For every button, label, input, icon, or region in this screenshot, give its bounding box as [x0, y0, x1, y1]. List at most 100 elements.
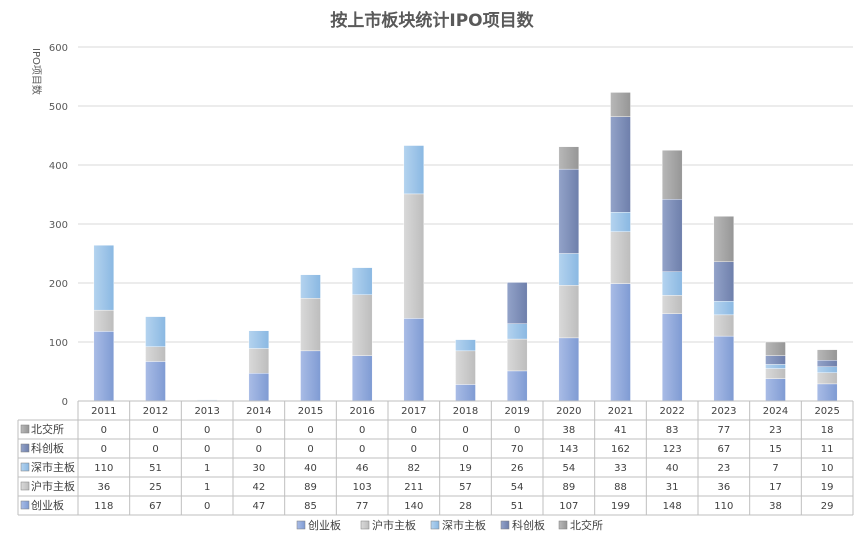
table-cell: 31 — [666, 482, 679, 493]
table-cell: 33 — [614, 463, 627, 474]
bar-segment — [506, 323, 528, 340]
table-cell: 23 — [769, 425, 782, 436]
bar-segment — [713, 335, 735, 402]
table-cell: 30 — [252, 463, 265, 474]
bar-segment — [455, 350, 476, 385]
x-tick-label: 2022 — [659, 406, 684, 417]
table-cell: 89 — [304, 482, 317, 493]
bar-segment — [403, 318, 425, 402]
table-legend-key — [20, 424, 30, 434]
table-row-label: 沪市主板 — [31, 479, 75, 493]
table-cell: 1 — [204, 482, 210, 493]
legend-label: 创业板 — [308, 518, 341, 532]
table-cell: 10 — [821, 463, 834, 474]
y-tick-label: 600 — [49, 43, 68, 54]
x-tick-label: 2023 — [711, 406, 736, 417]
x-tick-label: 2015 — [298, 406, 323, 417]
legend-label: 科创板 — [512, 518, 545, 532]
bars — [93, 92, 838, 402]
y-tick-label: 500 — [49, 102, 68, 113]
bar-segment — [196, 399, 218, 401]
bar-segment — [713, 314, 735, 337]
x-tick-label: 2014 — [246, 406, 271, 417]
table-cell: 0 — [307, 444, 313, 455]
table-cell: 11 — [821, 444, 834, 455]
bar-segment — [506, 370, 528, 402]
table-cell: 57 — [459, 482, 472, 493]
legend-swatch — [296, 520, 306, 530]
table-cell: 26 — [511, 463, 524, 474]
bar-segment — [145, 361, 166, 402]
bar-segment — [300, 274, 321, 299]
table-cell: 25 — [149, 482, 162, 493]
bar-segment — [93, 331, 115, 402]
x-tick-label: 2017 — [401, 406, 426, 417]
table-cell: 123 — [663, 444, 682, 455]
bar-segment — [610, 92, 631, 117]
bar-segment — [713, 261, 735, 302]
table-cell: 83 — [666, 425, 679, 436]
bar-segment — [455, 384, 476, 402]
table-cell: 0 — [514, 425, 520, 436]
table-cell: 42 — [252, 482, 265, 493]
table-cell: 143 — [559, 444, 578, 455]
data-table: 2011 2012 2013 2014 2015 2016 2017 2018 2019 2020… — [17, 400, 854, 516]
bar-segment — [558, 146, 580, 170]
y-tick-label: 400 — [49, 161, 68, 172]
x-tick-label: 2019 — [504, 406, 529, 417]
table-cell: 199 — [611, 501, 630, 512]
table-row-label: 北交所 — [31, 422, 64, 436]
bar-segment — [300, 298, 321, 352]
table-cell: 40 — [304, 463, 317, 474]
table-cell: 18 — [821, 425, 834, 436]
table-cell: 0 — [307, 425, 313, 436]
table-cell: 0 — [256, 444, 262, 455]
bar-segment — [558, 253, 580, 286]
table-cell: 0 — [204, 444, 210, 455]
table-cell: 0 — [462, 444, 468, 455]
table-cell: 89 — [562, 482, 575, 493]
y-tick-label: 200 — [49, 279, 68, 290]
table-cell: 77 — [717, 425, 730, 436]
bar-segment — [248, 348, 270, 374]
table-cell: 23 — [717, 463, 730, 474]
bar-segment — [145, 346, 166, 362]
table-cell: 51 — [511, 501, 524, 512]
legend-swatch — [558, 520, 568, 530]
x-tick-label: 2025 — [814, 406, 839, 417]
legend-label: 深市主板 — [442, 518, 486, 532]
table-cell: 17 — [769, 482, 782, 493]
bar-segment — [506, 282, 528, 324]
table-cell: 0 — [152, 444, 158, 455]
bar-segment — [713, 301, 735, 316]
y-tick-label: 300 — [49, 220, 68, 231]
table-legend-key — [20, 462, 30, 472]
bar-segment — [351, 267, 373, 296]
table-cell: 1 — [204, 463, 210, 474]
bar-segment — [661, 150, 683, 200]
gridlines — [78, 46, 853, 402]
table-cell: 36 — [97, 482, 110, 493]
table-cell: 0 — [204, 501, 210, 512]
x-tick-label: 2012 — [143, 406, 168, 417]
table-cell: 0 — [101, 444, 107, 455]
table-cell: 103 — [353, 482, 372, 493]
table-cell: 19 — [459, 463, 472, 474]
bar-segment — [351, 355, 373, 402]
bar-segment — [816, 349, 838, 361]
bar-segment — [248, 373, 270, 402]
bar-segment — [145, 316, 166, 347]
bar-segment — [403, 193, 425, 319]
bar-segment — [765, 368, 786, 379]
table-cell: 88 — [614, 482, 627, 493]
bar-segment — [351, 294, 373, 356]
bar-segment — [661, 313, 683, 402]
bar-segment — [248, 330, 270, 349]
legend: 创业板 沪市主板 深市主板 科创板 北交所 — [296, 518, 603, 532]
table-cell: 54 — [562, 463, 575, 474]
table-cell: 85 — [304, 501, 317, 512]
bar-segment — [610, 211, 631, 232]
bar-segment — [93, 309, 115, 332]
table-row-label: 科创板 — [31, 441, 64, 455]
table-cell: 0 — [204, 425, 210, 436]
